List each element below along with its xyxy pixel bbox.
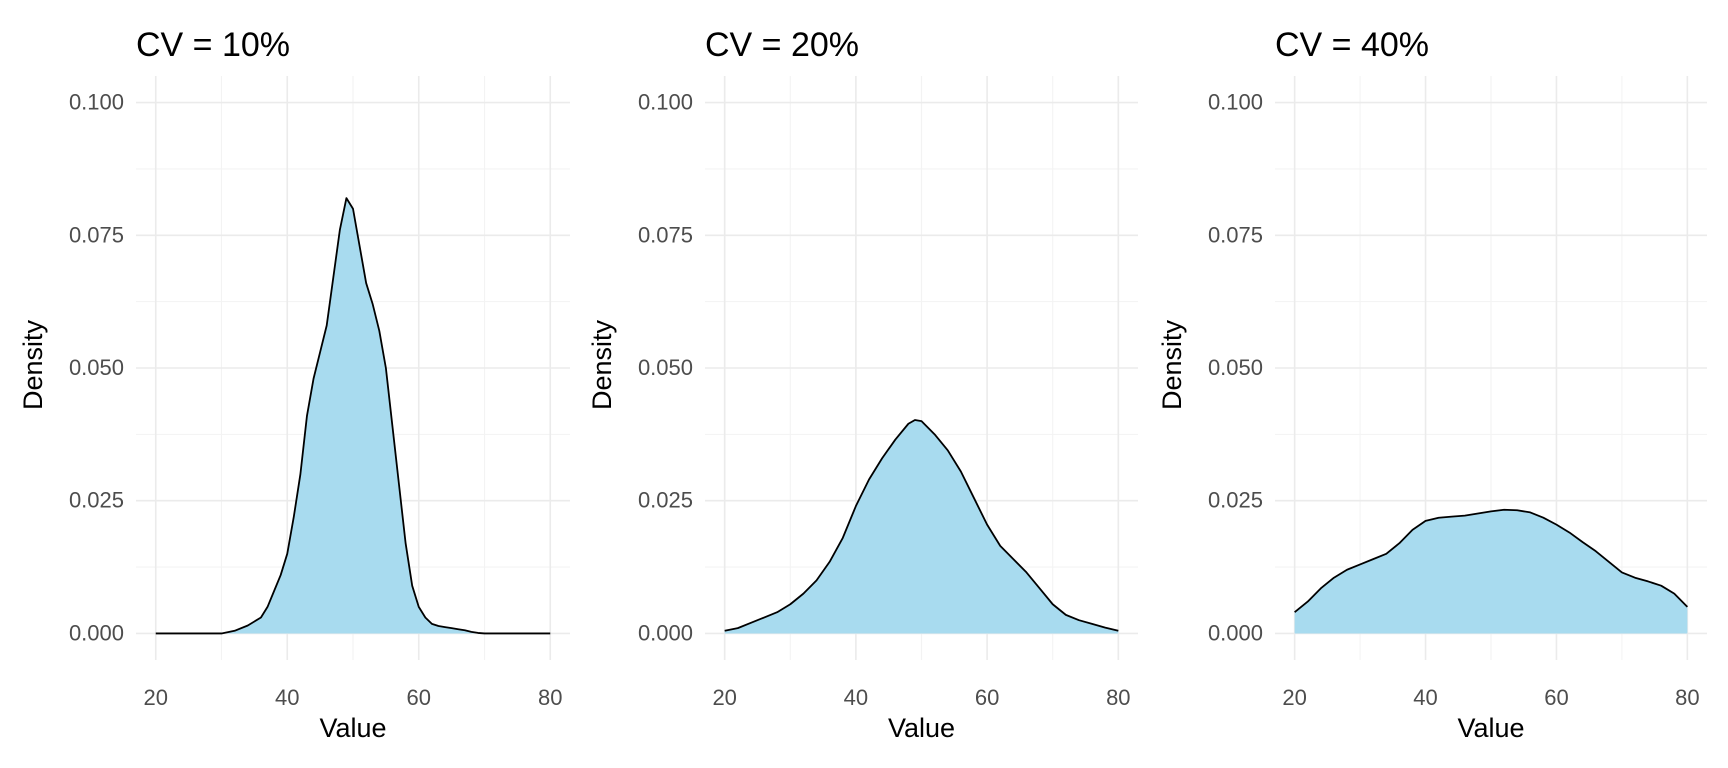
panel-title: CV = 20% [705,26,859,64]
density-line [155,197,551,635]
x-tick-label: 60 [407,685,431,710]
y-tick-label: 0.075 [638,222,693,247]
y-tick-label: 0.025 [69,488,124,513]
density-line [724,419,1119,632]
density-area-fill [724,420,1119,634]
x-axis-title: Value [888,713,955,743]
x-tick-label: 20 [712,685,736,710]
density-area-fill [1294,509,1688,634]
y-axis-title: Density [1157,319,1187,410]
y-tick-label: 0.100 [638,90,693,115]
y-tick-label: 0.050 [1208,355,1263,380]
y-tick-label: 0.025 [638,488,693,513]
density-area-fill [155,198,551,634]
y-tick-label: 0.000 [1208,620,1263,645]
panel-title: CV = 10% [136,26,290,64]
y-tick-label: 0.075 [69,222,124,247]
x-tick-label: 80 [1675,685,1699,710]
x-tick-label: 80 [1106,685,1130,710]
y-axis-title: Density [18,319,48,410]
panel-3: 20 40 60 80 0.000 0.025 0.050 0.075 0.100 CV = 40… [1157,26,1707,743]
y-tick-label: 0.050 [69,355,124,380]
x-tick-label: 40 [1413,685,1437,710]
x-tick-label: 60 [1544,685,1568,710]
x-tick-label: 80 [538,685,562,710]
y-tick-label: 0.100 [1208,90,1263,115]
panel-1: 20 40 60 80 0.000 0.025 0.050 0.075 0.100 CV = 10… [18,26,570,743]
x-axis-title: Value [319,713,386,743]
y-axis-title: Density [587,319,617,410]
y-tick-label: 0.100 [69,90,124,115]
x-tick-label: 20 [1282,685,1306,710]
x-tick-label: 60 [975,685,999,710]
y-tick-label: 0.000 [69,620,124,645]
y-tick-label: 0.050 [638,355,693,380]
panel-title: CV = 40% [1275,26,1429,64]
y-tick-label: 0.075 [1208,222,1263,247]
x-tick-label: 40 [844,685,868,710]
panel-2: 20 40 60 80 0.000 0.025 0.050 0.075 0.100 CV = 20… [587,26,1138,743]
y-tick-label: 0.000 [638,620,693,645]
x-tick-label: 40 [275,685,299,710]
y-tick-label: 0.025 [1208,488,1263,513]
x-axis-title: Value [1457,713,1524,743]
density-line [1294,508,1689,613]
x-tick-label: 20 [143,685,167,710]
